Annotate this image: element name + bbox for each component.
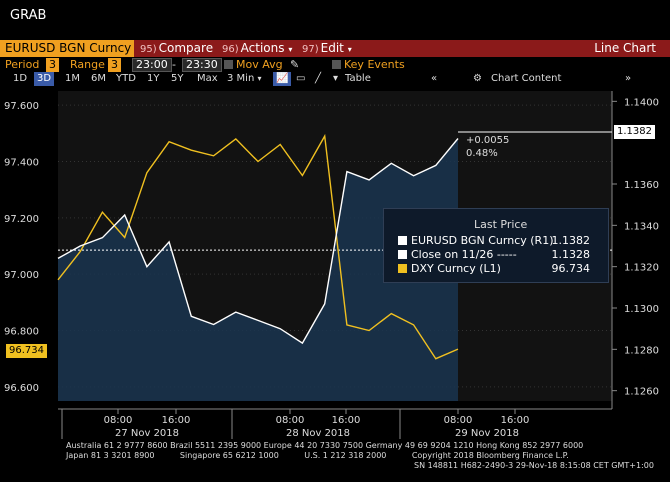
x-date-label: 27 Nov 2018 <box>115 428 179 439</box>
x-axis: 08:00 16:00 08:00 16:00 08:00 16:00 27 Nov 201… <box>61 409 530 439</box>
legend-value: 1.1382 <box>551 234 591 247</box>
x-date-label: 29 Nov 2018 <box>455 428 519 439</box>
more-icon[interactable]: ▾ <box>333 73 339 84</box>
legend-title: Last Price <box>474 218 528 231</box>
table-button[interactable]: Table <box>345 73 371 84</box>
legend-value: 1.1328 <box>551 248 591 261</box>
edit-num: 97) <box>302 44 319 55</box>
period-label: Period <box>5 58 40 71</box>
change-abs: +0.0055 <box>466 135 510 146</box>
left-axis-tick: 96.800 <box>4 327 39 338</box>
period-input[interactable]: 3 <box>46 58 59 72</box>
chevron-down-icon: ▾ <box>288 45 293 54</box>
edit-label: Edit <box>320 41 344 55</box>
legend-panel: Last Price EURUSD BGN Curncy (R1) 1.1382 … <box>383 208 609 283</box>
chart-content-button[interactable]: Chart Content <box>491 73 562 84</box>
dxy-price-tag: 96.734 <box>6 344 47 358</box>
range-input[interactable]: 3 <box>108 58 121 72</box>
chart-style-icon[interactable]: ▭ <box>296 73 306 84</box>
x-time-label: 08:00 <box>276 415 305 426</box>
left-axis-tick: 96.600 <box>4 383 39 394</box>
left-axis: 97.600 97.400 97.200 97.000 96.800 96.600 <box>4 101 39 394</box>
footer-line-1: Australia 61 2 9777 8600 Brazil 5511 239… <box>66 441 584 450</box>
actions-menu[interactable]: 96) Actions ▾ <box>222 40 292 57</box>
compare-num: 95) <box>140 44 157 55</box>
footer-line-3: SN 148811 H682-2490-3 29-Nov-18 8:15:08 … <box>414 461 654 470</box>
range-button-6m[interactable]: 6M <box>91 73 106 84</box>
left-axis-tick: 97.400 <box>4 157 39 168</box>
range-button-5y[interactable]: 5Y <box>171 73 184 84</box>
x-time-label: 16:00 <box>162 415 191 426</box>
footer: Australia 61 2 9777 8600 Brazil 5511 239… <box>0 440 670 482</box>
legend-row-dxy[interactable]: DXY Curncy (L1) 96.734 <box>398 262 598 275</box>
footer-line-2: Japan 81 3 3201 8900 Singapore 65 6212 1… <box>66 451 569 460</box>
mov-avg-checkbox[interactable] <box>224 60 233 69</box>
actions-num: 96) <box>222 44 239 55</box>
range-button-ytd[interactable]: YTD <box>116 73 136 84</box>
change-pct: 0.48% <box>466 148 498 159</box>
left-axis-tick: 97.200 <box>4 214 39 225</box>
line-chart-icon[interactable]: 📈 <box>273 72 292 86</box>
range-button-max[interactable]: Max <box>197 73 218 84</box>
legend-row-eurusd[interactable]: EURUSD BGN Curncy (R1) 1.1382 <box>398 234 598 247</box>
compare-label: Compare <box>158 41 214 55</box>
mov-avg-label[interactable]: Mov Avg <box>236 58 283 71</box>
range-label: Range <box>70 58 105 71</box>
range-button-1d[interactable]: 1D <box>13 73 28 84</box>
legend-swatch-yellow <box>398 264 407 273</box>
range-button-1y[interactable]: 1Y <box>147 73 160 84</box>
edit-menu[interactable]: 97) Edit ▾ <box>302 40 352 57</box>
toolbar: EURUSD BGN Curncy 95) Compare 96) Actions … <box>0 40 670 57</box>
actions-label: Actions <box>240 41 285 55</box>
eurusd-area <box>58 138 458 401</box>
draw-line-icon[interactable]: ╱ <box>315 73 322 84</box>
interval-dropdown[interactable]: 3 Min ▾ <box>224 72 265 86</box>
left-axis-tick: 97.600 <box>4 101 39 112</box>
compare-menu[interactable]: 95) Compare <box>140 40 213 57</box>
range-buttons-row: 1D 3D 1M 6M YTD 1Y 5Y Max 3 Min ▾ 📈 ▭ ╱ … <box>0 72 670 86</box>
chart-type-label: Line Chart <box>594 41 656 55</box>
legend-label: Close on 11/26 ----- <box>411 248 517 261</box>
range-button-3d[interactable]: 3D <box>34 72 55 86</box>
edit-pencil-icon[interactable]: ✎ <box>290 58 300 71</box>
key-events-label[interactable]: Key Events <box>344 58 405 71</box>
x-time-label: 08:00 <box>444 415 473 426</box>
legend-value: 96.734 <box>551 262 591 275</box>
left-axis-tick: 97.000 <box>4 270 39 281</box>
right-axis-tick: 1.1260 <box>624 387 659 398</box>
dxy-series-line <box>57 133 459 360</box>
interval-label: 3 Min <box>227 73 255 84</box>
right-axis-tick: 1.1340 <box>624 221 659 232</box>
key-events-checkbox[interactable] <box>332 60 341 69</box>
collapse-icon[interactable]: « <box>431 73 438 84</box>
legend-label: DXY Curncy (L1) <box>411 262 501 275</box>
expand-icon[interactable]: » <box>625 73 632 84</box>
gear-icon[interactable]: ⚙ <box>473 73 482 84</box>
legend-swatch-white <box>398 236 407 245</box>
x-time-label: 08:00 <box>104 415 133 426</box>
eurusd-series-line <box>57 138 459 345</box>
range-start-input[interactable]: 23:00 <box>132 58 172 72</box>
right-axis-tick: 1.1280 <box>624 345 659 356</box>
right-axis-tick: 1.1360 <box>624 180 659 191</box>
right-axis-tick: 1.1320 <box>624 263 659 274</box>
x-date-label: 28 Nov 2018 <box>286 428 350 439</box>
legend-row-close[interactable]: Close on 11/26 ----- 1.1328 <box>398 248 598 261</box>
chevron-down-icon: ▾ <box>347 45 352 54</box>
x-time-label: 16:00 <box>501 415 530 426</box>
x-time-label: 16:00 <box>332 415 361 426</box>
right-axis-tick: 1.1400 <box>624 97 659 108</box>
right-axis-tick: 1.1300 <box>624 304 659 315</box>
legend-label: EURUSD BGN Curncy (R1) <box>411 234 554 247</box>
settings-row: Period 3 Range 3 23:00 - 23:30 Mov Avg ✎… <box>0 58 670 72</box>
range-end-input[interactable]: 23:30 <box>182 58 222 72</box>
range-button-1m[interactable]: 1M <box>65 73 80 84</box>
window-title: GRAB <box>10 8 47 23</box>
legend-swatch-white <box>398 250 407 259</box>
ticker-field[interactable]: EURUSD BGN Curncy <box>0 40 134 57</box>
chevron-down-icon: ▾ <box>257 74 262 83</box>
last-price-tag: 1.1382 <box>614 125 655 139</box>
range-dash: - <box>172 58 176 71</box>
